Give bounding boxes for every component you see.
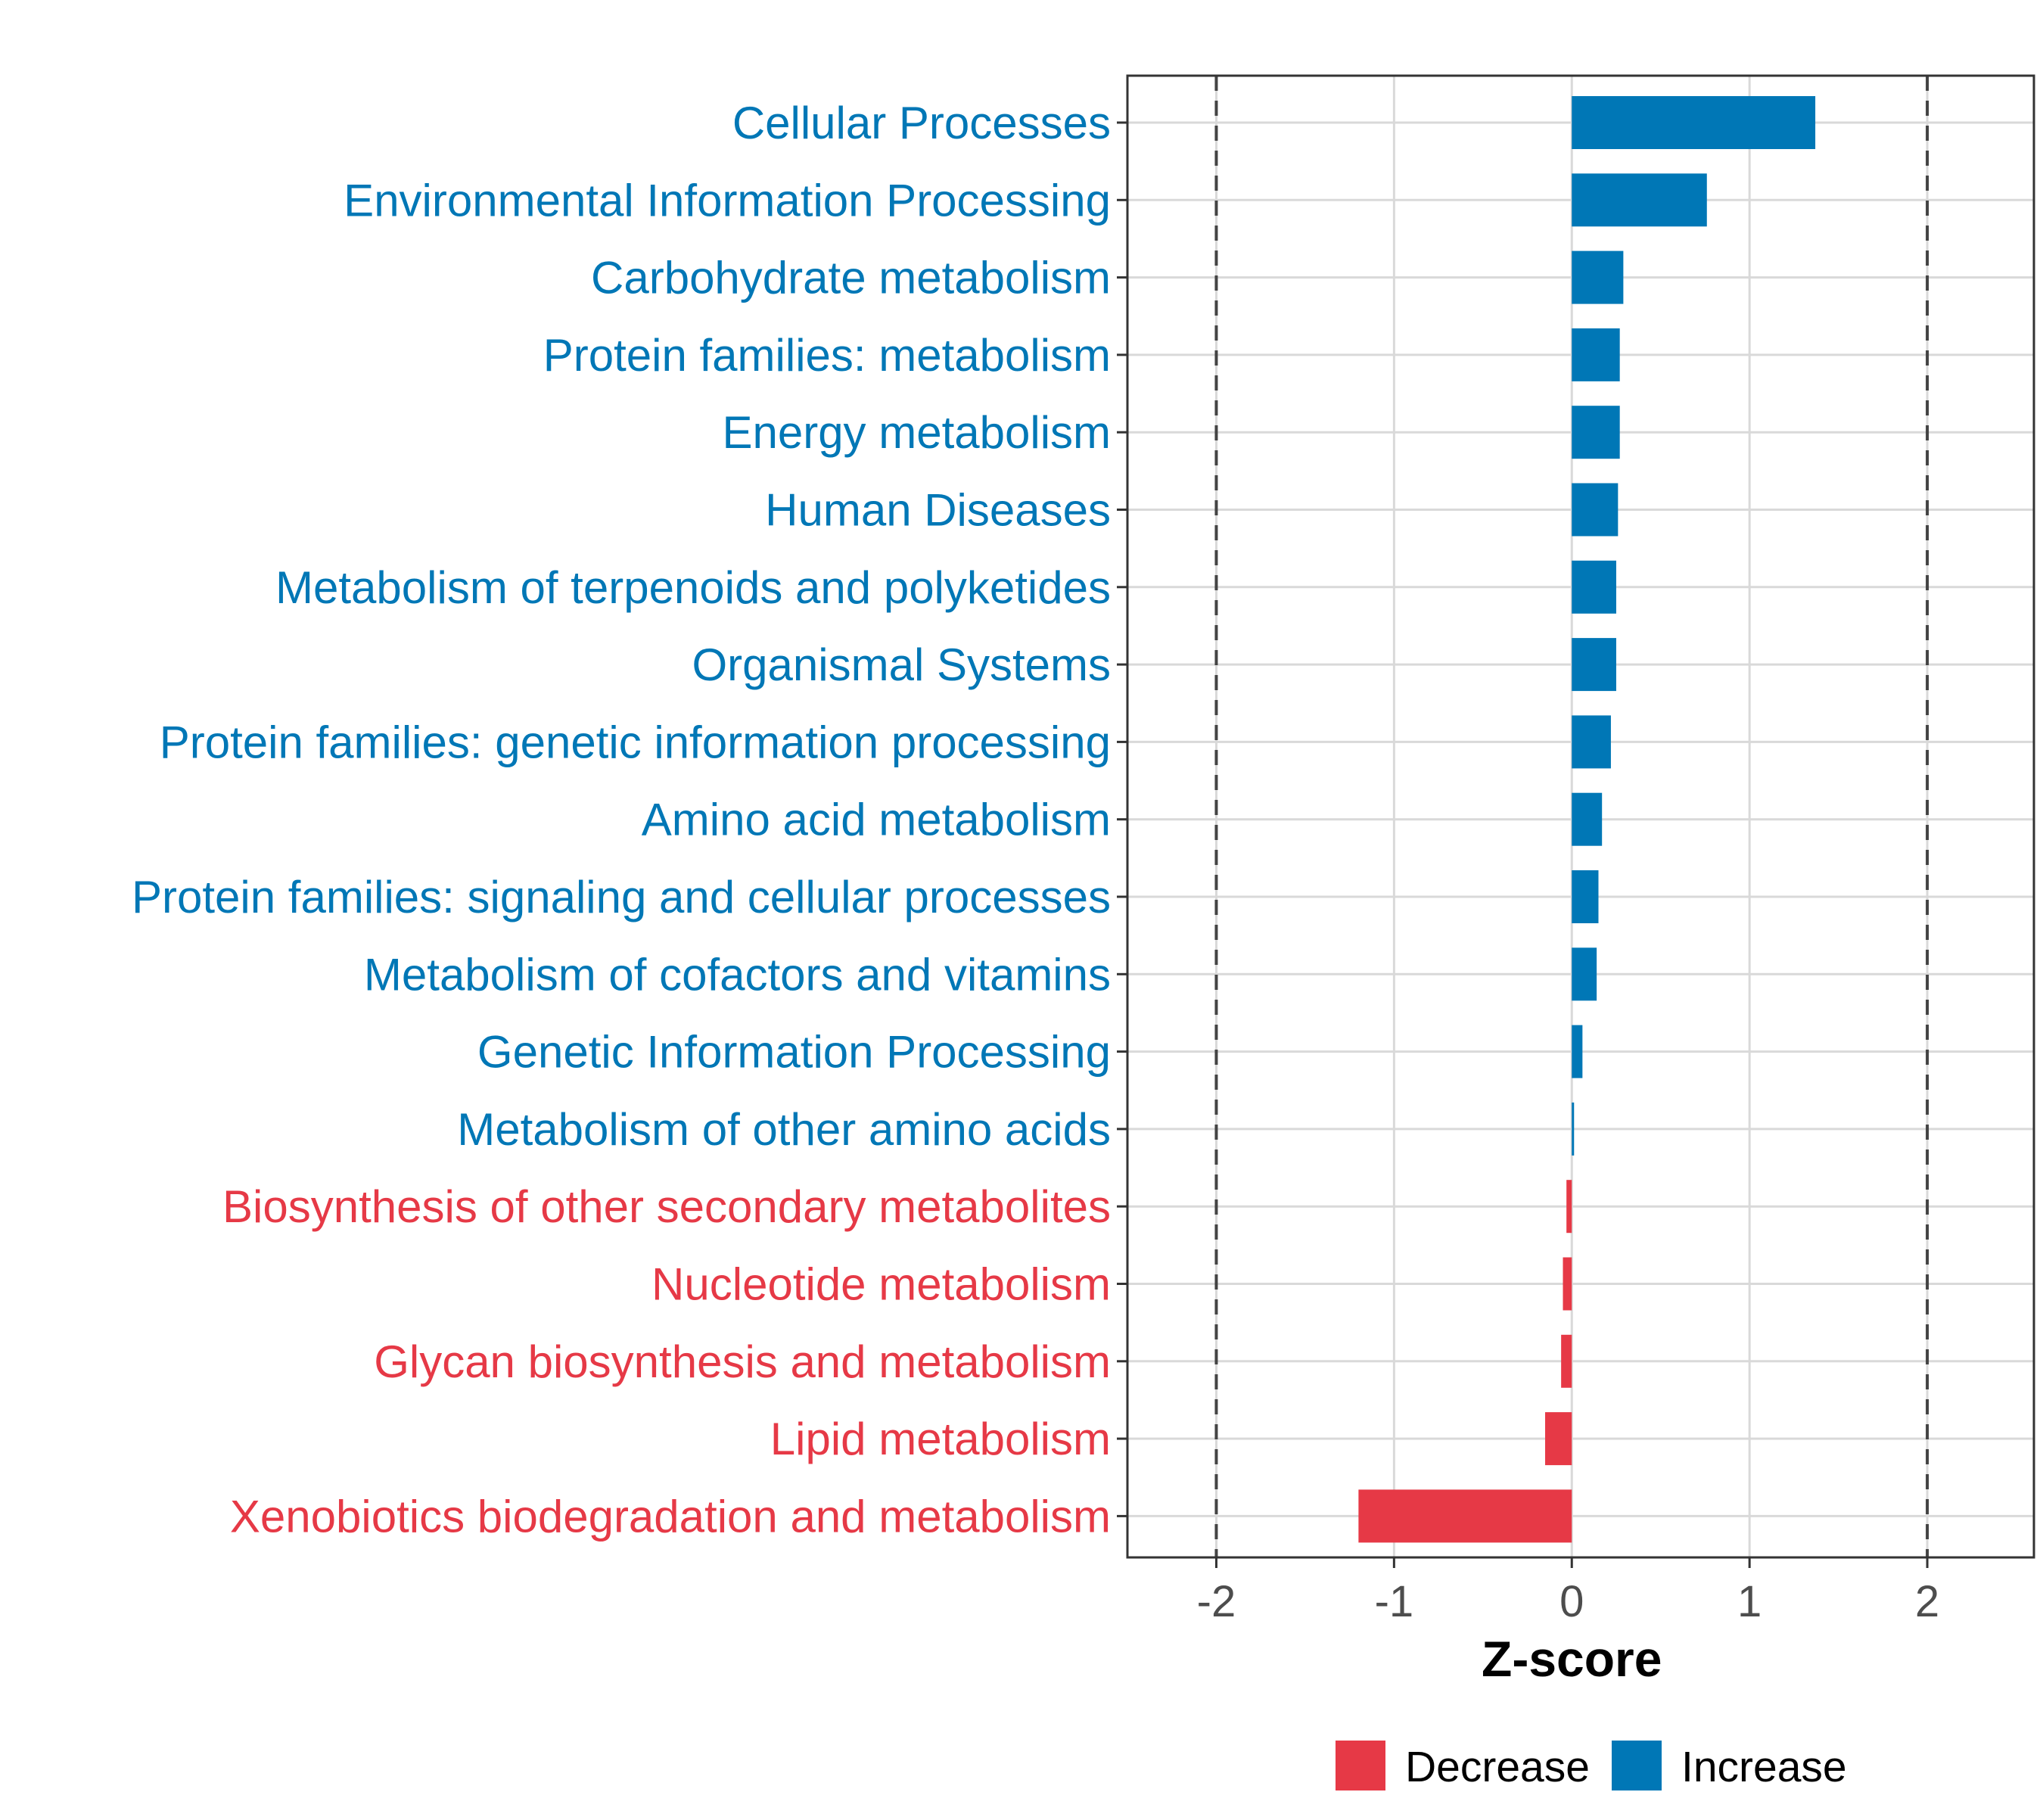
category-label: Nucleotide metabolism [651,1259,1111,1310]
legend-label: Increase [1681,1743,1847,1791]
x-tick-label: -2 [1197,1577,1236,1626]
category-label: Environmental Information Processing [344,175,1111,226]
category-label: Protein families: metabolism [543,330,1111,381]
bar [1572,792,1603,846]
bar [1572,328,1620,381]
category-label: Protein families: signaling and cellular… [132,872,1111,922]
bar [1545,1412,1572,1466]
category-label: Metabolism of terpenoids and polyketides [275,562,1111,613]
bar [1358,1489,1572,1543]
category-label: Cellular Processes [732,98,1111,148]
bar [1572,870,1599,923]
x-tick-label: -1 [1375,1577,1414,1626]
bar [1572,1102,1575,1156]
category-label: Energy metabolism [722,407,1111,458]
bar [1572,947,1597,1001]
category-label: Metabolism of other amino acids [457,1104,1111,1155]
category-label: Biosynthesis of other secondary metaboli… [222,1181,1111,1232]
category-label: Protein families: genetic information pr… [160,717,1111,767]
category-label: Lipid metabolism [770,1414,1111,1464]
legend: Decrease Increase [1336,1741,1847,1791]
bar [1561,1334,1572,1388]
category-label: Amino acid metabolism [642,795,1111,845]
bar [1572,638,1616,692]
legend-key [1612,1741,1662,1790]
x-tick-label: 2 [1915,1577,1939,1626]
x-tick-label: 0 [1559,1577,1584,1626]
panel-border [1126,74,2035,1559]
legend-key [1336,1741,1385,1790]
category-label: Glycan biosynthesis and metabolism [374,1336,1111,1387]
bar [1572,560,1616,614]
category-label: Xenobiotics biodegradation and metabolis… [230,1491,1111,1542]
bar [1572,173,1707,227]
bars-layer [1358,96,1816,1543]
category-label: Organismal Systems [692,639,1111,690]
bar [1572,715,1611,769]
bar [1566,1180,1572,1234]
bar [1572,1025,1583,1078]
x-tick-label: 1 [1737,1577,1762,1626]
bar [1572,483,1619,537]
bar [1572,250,1624,304]
bar [1572,96,1816,149]
x-axis: -2 -1 0 1 2 [1197,1557,1939,1626]
reference-lines [1214,76,1930,1557]
bar [1572,406,1620,459]
bar [1563,1257,1572,1311]
x-axis-title: Z-score [1482,1631,1662,1687]
category-label: Metabolism of cofactors and vitamins [364,949,1111,1000]
category-label: Genetic Information Processing [477,1027,1111,1078]
category-label: Human Diseases [765,485,1111,536]
legend-label: Decrease [1405,1743,1590,1791]
y-axis: Cellular Processes Environmental Informat… [132,98,1127,1542]
category-label: Carbohydrate metabolism [591,253,1111,303]
